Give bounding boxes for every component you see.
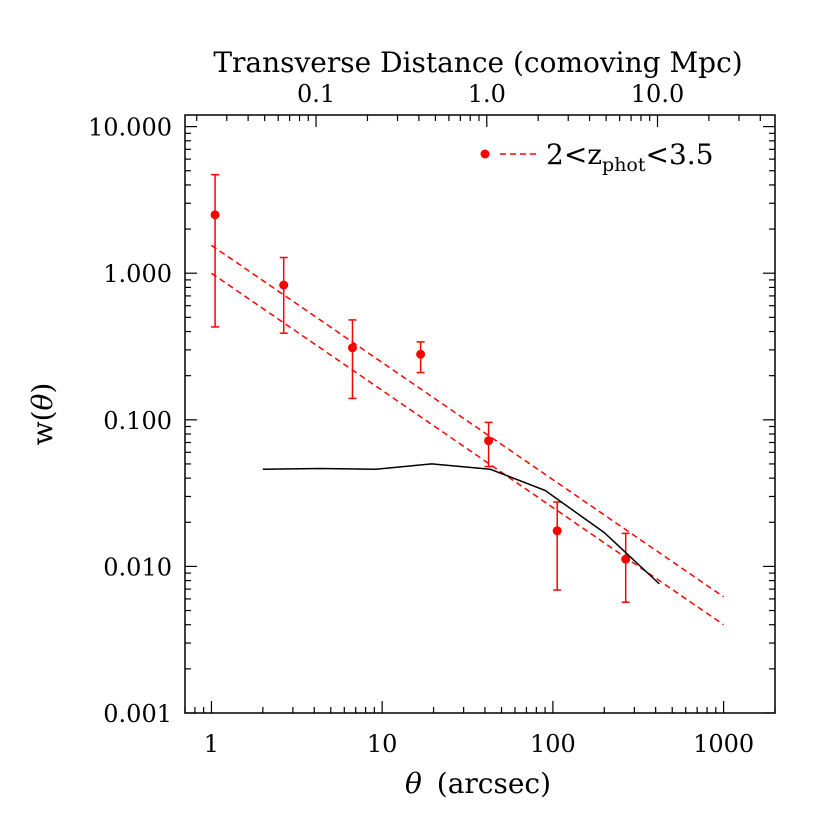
data-point — [484, 436, 494, 446]
x-tick-label: 1 — [204, 730, 219, 758]
fit-line — [211, 244, 725, 598]
x-tick-label: 1000 — [693, 730, 754, 758]
data-point — [347, 343, 357, 353]
top-tick-label: 1.0 — [468, 80, 506, 108]
legend-label-post: <3.5 — [646, 138, 714, 171]
y-axis-title-theta: θ — [26, 393, 59, 410]
plot-frame — [184, 114, 776, 714]
fit-line — [211, 272, 725, 626]
y-tick-label: 1.000 — [103, 260, 172, 288]
y-tick-label: 0.001 — [103, 700, 172, 728]
data-point — [621, 554, 631, 564]
legend-label: 2<zphot<3.5 — [546, 138, 714, 176]
y-axis-title-suffix: ) — [26, 383, 59, 394]
x-axis-title: θ (arcsec) — [405, 767, 551, 800]
data-point — [552, 526, 562, 536]
legend-label-sub: phot — [602, 154, 646, 176]
data-point — [279, 280, 289, 290]
data-point — [210, 210, 220, 220]
data-point — [416, 349, 426, 359]
y-tick-label: 10.000 — [88, 114, 172, 142]
y-axis-title-prefix: w( — [26, 410, 59, 445]
x-axis-title-theta: θ — [405, 767, 422, 800]
axis-ticks — [184, 115, 776, 714]
axis-tick-labels: 0.1 1.0 10.0 1 10 100 1000 0.001 0.010 0.100 1.000… — [88, 80, 754, 758]
y-axis-title: w(θ) — [26, 383, 59, 446]
top-tick-label: 0.1 — [297, 80, 335, 108]
legend-label-pre: 2<z — [546, 138, 602, 171]
data-series — [210, 173, 725, 626]
y-tick-label: 0.010 — [103, 553, 172, 581]
x-axis-title-unit: (arcsec) — [437, 767, 551, 800]
y-tick-label: 0.100 — [103, 407, 172, 435]
legend-marker — [480, 149, 490, 159]
legend: 2<zphot<3.5 — [480, 138, 714, 176]
model-line — [262, 463, 660, 585]
x-tick-label: 10 — [367, 730, 398, 758]
x-tick-label: 100 — [530, 730, 576, 758]
top-tick-label: 10.0 — [631, 80, 684, 108]
top-axis-title: Transverse Distance (comoving Mpc) — [213, 46, 742, 79]
